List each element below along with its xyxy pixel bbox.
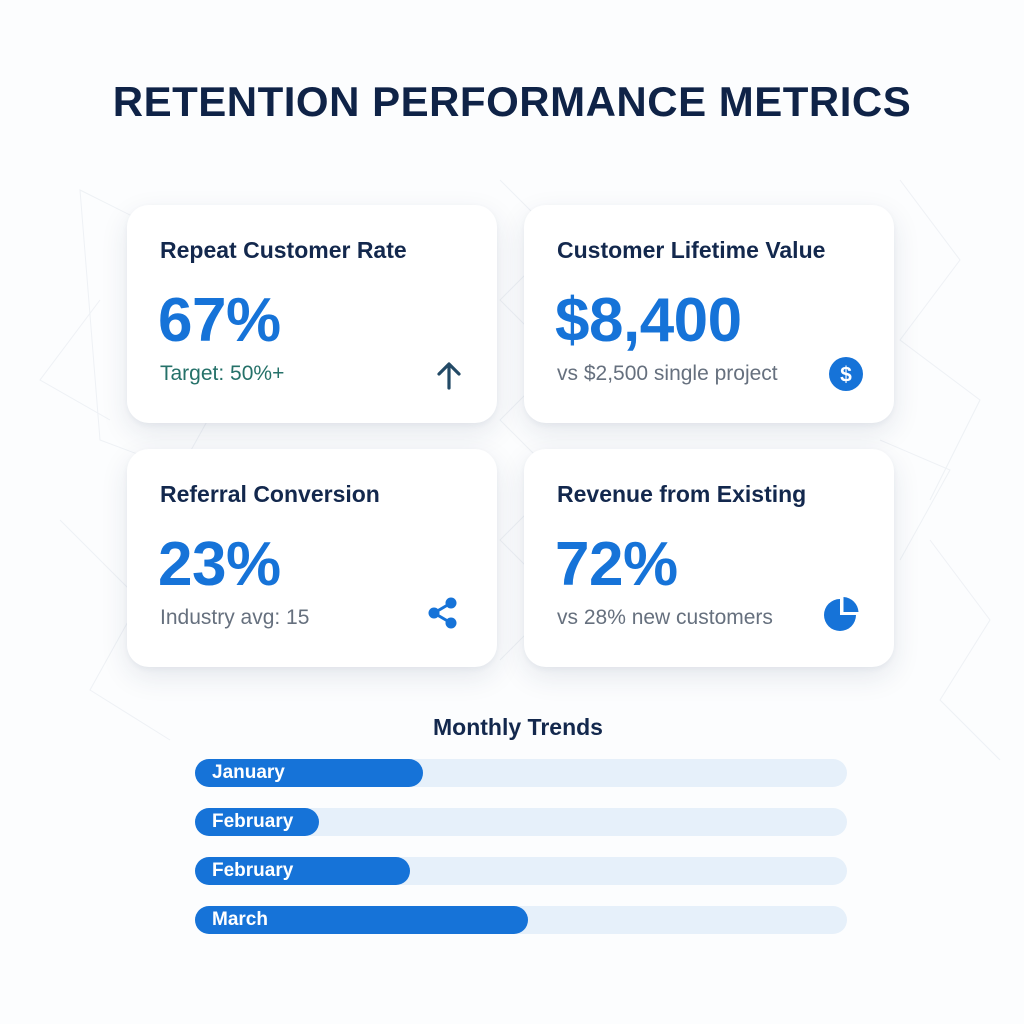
trend-bar-fill [195, 857, 411, 885]
trend-bar-track: February [195, 808, 847, 836]
metric-value: 67% [158, 286, 281, 355]
monthly-trends-title: Monthly Trends [433, 714, 603, 740]
arrow-up-icon [437, 362, 461, 390]
metric-subtext: Target: 50%+ [160, 362, 285, 385]
trend-bar-label: January [212, 762, 285, 783]
trend-bar-label: March [212, 909, 268, 930]
trend-bar-track: January [195, 759, 847, 787]
metric-subtext: Industry avg: 15 [160, 606, 310, 629]
metric-card-revenue-from-existing: Revenue from Existing 72% vs 28% new cus… [524, 449, 894, 667]
metric-subtext: vs 28% new customers [557, 606, 773, 629]
trend-bar-label: February [212, 860, 294, 881]
trend-bar-fill [195, 808, 319, 836]
trend-bar-track: February [195, 857, 847, 885]
svg-text:$: $ [840, 364, 852, 387]
pie-chart-icon [824, 597, 859, 631]
metric-card-customer-lifetime-value: Customer Lifetime Value $8,400 vs $2,500… [524, 205, 894, 423]
metric-card-repeat-customer-rate: Repeat Customer Rate 67% Target: 50%+ [127, 205, 497, 423]
metric-value: $8,400 [555, 286, 742, 355]
trend-bar-track: March [195, 906, 847, 934]
metric-label: Referral Conversion [160, 481, 380, 507]
metric-label: Repeat Customer Rate [160, 237, 407, 263]
trend-bar-fill [195, 906, 528, 934]
trend-bar-label: February [212, 811, 294, 832]
dollar-icon: $ [829, 357, 863, 391]
metric-subtext: vs $2,500 single project [557, 362, 778, 385]
share-icon [428, 597, 457, 629]
metric-value: 23% [158, 530, 281, 599]
trend-bar-fill [195, 759, 424, 787]
metric-card-referral-conversion: Referral Conversion 23% Industry avg: 15 [127, 449, 497, 667]
metric-value: 72% [555, 530, 678, 599]
metric-label: Customer Lifetime Value [557, 237, 826, 263]
metric-label: Revenue from Existing [557, 481, 807, 507]
page-title: RETENTION PERFORMANCE METRICS [112, 78, 912, 125]
